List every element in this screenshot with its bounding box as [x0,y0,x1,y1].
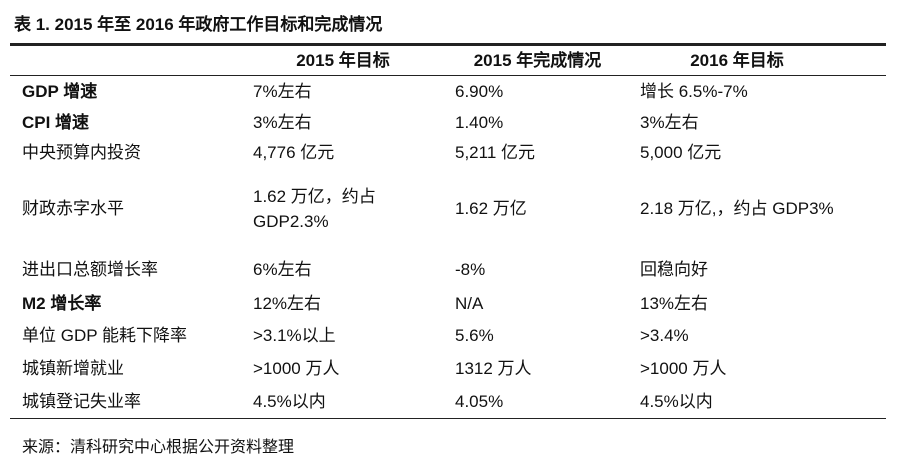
table-cell: 3%左右 [640,112,699,132]
header-cell: 2015 年完成情况 [473,51,602,70]
table-cell: 5,000 亿元 [640,142,722,162]
table-cell: 1.40% [455,112,504,132]
table-cell: 5,211 亿元 [455,142,536,162]
header-cell: 2015 年目标 [296,51,390,70]
table-cell: 3%左右 [253,112,312,132]
bottom-rule [10,418,886,419]
row-label: GDP 增速 [22,82,98,101]
table-cell: >1000 万人 [640,359,727,378]
table-cell: >3.4% [640,325,689,345]
table-cell: 6.90% [455,82,504,101]
table-title: 表 1. 2015 年至 2016 年政府工作目标和完成情况 [14,15,383,34]
table-cell: 13%左右 [640,293,709,313]
table-cell: 4.5%以内 [640,392,713,411]
table-cell: 5.6% [455,325,494,345]
row-label: 城镇登记失业率 [22,392,141,411]
row-label: 中央预算内投资 [22,142,141,162]
row-label: 单位 GDP 能耗下降率 [22,325,187,345]
header-cell: 2016 年目标 [690,51,784,70]
header-rule [10,75,886,76]
table-cell: N/A [455,293,484,313]
table-cell: 4.5%以内 [253,392,326,411]
row-label: 进出口总额增长率 [22,259,158,279]
table-cell: 12%左右 [253,293,322,313]
row-label: CPI 增速 [22,112,90,132]
table-cell: >3.1%以上 [253,325,336,345]
table-cell: 6%左右 [253,259,312,279]
table-cell: 4.05% [455,392,504,411]
table-cell: 回稳向好 [640,259,708,279]
table-cell: 7%左右 [253,82,312,101]
table-cell: 2.18 万亿,，约占 GDP3% [640,199,834,218]
table-cell: -8% [455,259,486,279]
source-note: 来源：清科研究中心根据公开资料整理 [22,439,295,456]
table-cell: 增长 6.5%-7% [640,82,748,101]
table-cell: >1000 万人 [253,359,340,378]
top-rule [10,43,886,46]
row-label: M2 增长率 [22,293,102,313]
row-label: 财政赤字水平 [22,199,124,218]
table-cell: 1.62 万亿，约占 GDP2.3% [253,186,376,231]
row-label: 城镇新增就业 [22,359,124,378]
table-cell: 1312 万人 [455,359,532,378]
table-cell: 4,776 亿元 [253,142,335,162]
table-cell: 1.62 万亿 [455,199,527,218]
